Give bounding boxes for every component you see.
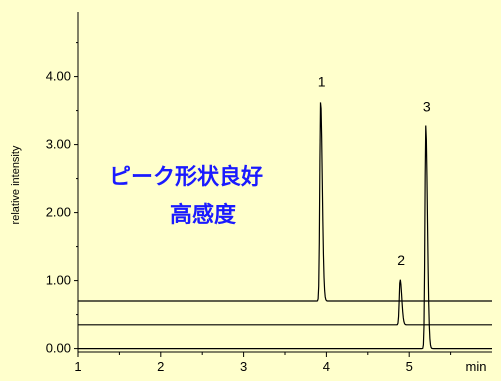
y-tick-label: 0.00 <box>46 341 71 356</box>
peak-label-2: 2 <box>397 252 405 268</box>
x-tick-label: 4 <box>323 359 330 374</box>
chromatogram-trace-3 <box>78 125 492 350</box>
chromatogram-trace-1 <box>78 102 492 302</box>
axes: 0.00 1.00 2.00 3.00 4.00 1 2 3 4 5 <box>46 12 492 374</box>
y-tick-label: 2.00 <box>46 205 71 220</box>
x-axis-unit-label: min <box>466 359 487 374</box>
x-tick-label: 5 <box>406 359 413 374</box>
x-tick-label: 2 <box>157 359 164 374</box>
annotation-peak-shape: ピーク形状良好 <box>109 164 263 189</box>
x-tick-label: 3 <box>240 359 247 374</box>
annotation-high-sensitivity: 高感度 <box>170 202 237 227</box>
peak-label-3: 3 <box>423 99 431 115</box>
y-tick-label: 1.00 <box>46 273 71 288</box>
chromatogram-trace-2 <box>78 279 492 326</box>
peak-label-1: 1 <box>318 73 326 89</box>
labels: 1 2 3 <box>318 73 431 268</box>
y-tick-label: 3.00 <box>46 137 71 152</box>
traces <box>78 102 492 350</box>
y-tick-label: 4.00 <box>46 69 71 84</box>
x-tick-label: 1 <box>74 359 81 374</box>
y-axis-label: relative intensity <box>10 145 22 224</box>
